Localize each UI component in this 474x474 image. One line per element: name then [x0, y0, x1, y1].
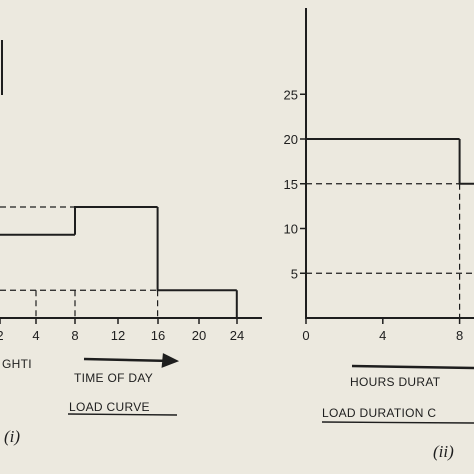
- x-tick-label: 24: [230, 328, 244, 343]
- x-direction-arrow: [83, 353, 180, 368]
- x-tick-label: 20: [192, 328, 206, 343]
- x-tick-label: 0: [302, 328, 309, 343]
- chart-caption: LOAD CURVE: [69, 400, 150, 414]
- panel-label: (i): [4, 427, 20, 446]
- x-tick-label: 2: [0, 328, 4, 343]
- caption-underline: [67, 413, 178, 416]
- y-tick-label: 5: [291, 266, 298, 281]
- y-tick-label: 25: [284, 87, 298, 102]
- x-tick-label: 12: [111, 328, 125, 343]
- load-curve-axes: [0, 40, 262, 319]
- y-tick-label: 20: [284, 132, 298, 147]
- x-axis-label-partial: GHTI: [2, 357, 32, 371]
- caption-underline: [321, 421, 474, 424]
- load-step-bar: [156, 207, 237, 292]
- x-tick-label: 8: [71, 328, 78, 343]
- y-tick-label: 15: [284, 177, 298, 192]
- load-duration-axes: [305, 8, 474, 319]
- x-axis-label: HOURS DURAT: [350, 375, 441, 389]
- x-tick-label: 16: [151, 328, 165, 343]
- chart-caption: LOAD DURATION C: [322, 406, 436, 420]
- y-tick-label: 10: [284, 222, 298, 237]
- duration-step-bar: [458, 139, 474, 185]
- x-tick-label: 4: [379, 328, 386, 343]
- load-curve-chart: 24812162024 GHTI TIME OF DAY LOAD CURVE …: [0, 40, 262, 446]
- load-step-bar: [74, 206, 158, 235]
- x-tick-label: 4: [32, 328, 39, 343]
- panel-label: (ii): [433, 442, 454, 461]
- x-direction-arrow: [351, 364, 474, 370]
- load-duration-curve-chart: 0481216510152025 HOURS DURAT LOAD DURATI…: [284, 8, 474, 461]
- x-axis-label: TIME OF DAY: [74, 371, 153, 385]
- x-tick-label: 8: [456, 328, 463, 343]
